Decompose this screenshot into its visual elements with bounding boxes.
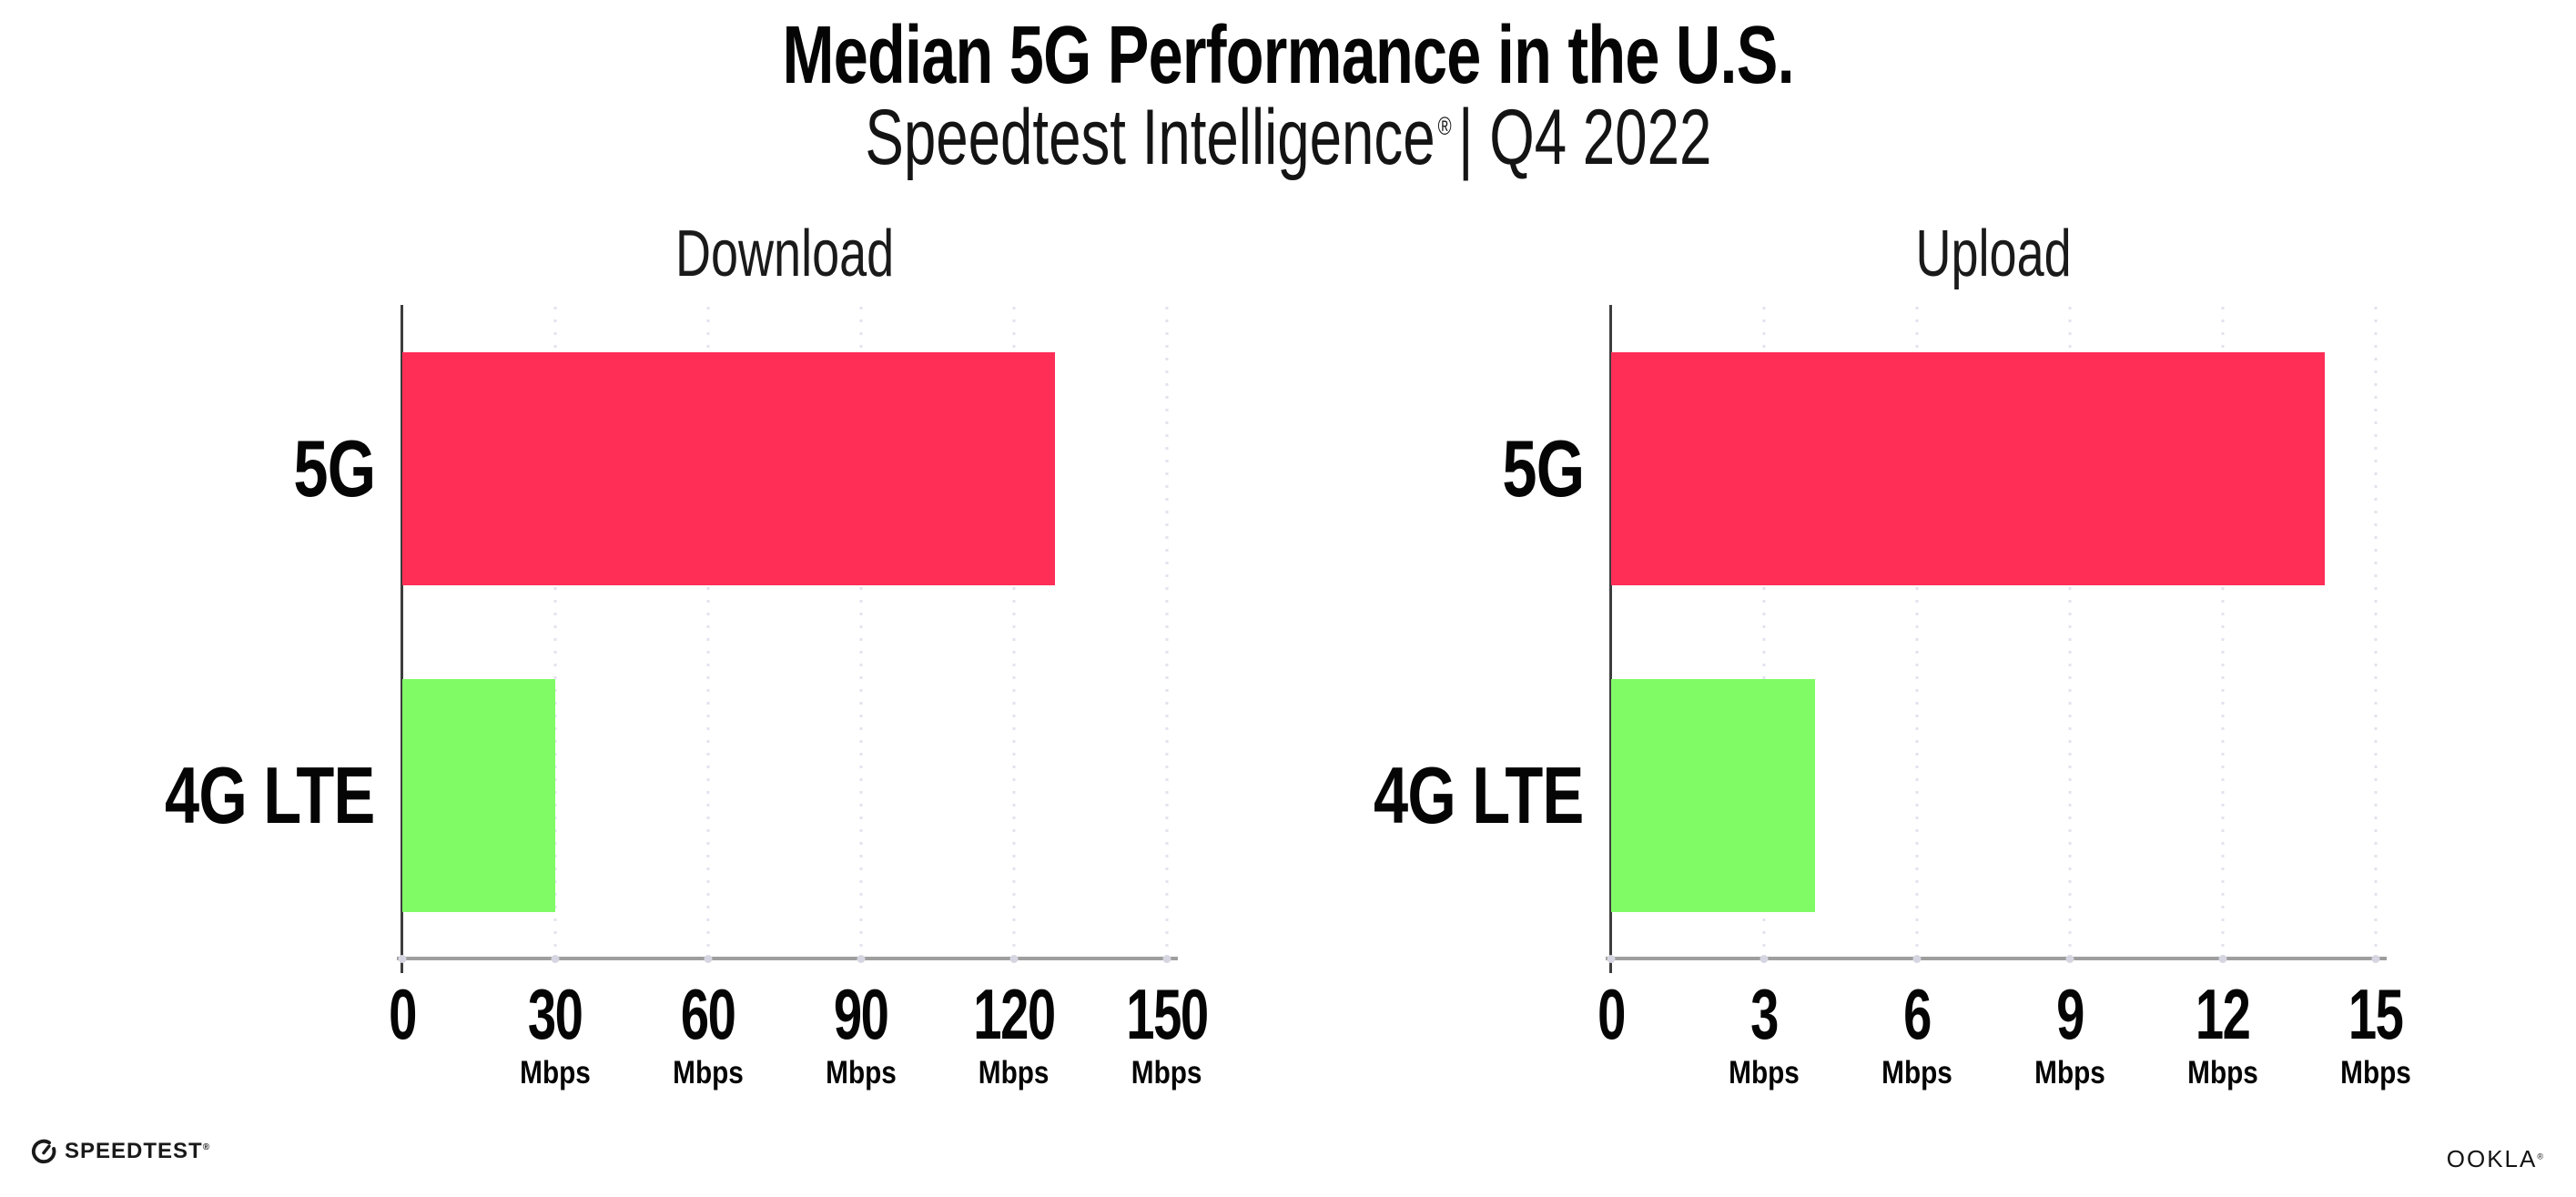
page-subtitle: Speedtest Intelligence ®| Q4 2022 <box>865 93 1711 183</box>
axis-tick-dot-9 <box>2065 955 2074 963</box>
tick-value: 0 <box>389 974 417 1054</box>
axis-tick-dot-0 <box>1607 955 1616 963</box>
x-tick-label-60: 60 Mbps <box>666 974 749 1091</box>
tick-value: 90 <box>834 974 889 1054</box>
download-chart-title: Download <box>674 218 895 290</box>
gridline-120 <box>1012 307 1016 959</box>
x-tick-label-90: 90 Mbps <box>819 974 902 1091</box>
tick-value: 3 <box>1750 974 1779 1054</box>
tick-unit: Mbps <box>2187 1055 2258 1091</box>
download-chart: Download 5G 4G LTE 0 30 Mbps 60 Mbps 90 Mbps 120 M… <box>165 0 1209 1197</box>
speedtest-logo-text: SPEEDTEST® <box>65 1139 210 1163</box>
tick-unit: Mbps <box>1729 1055 1800 1091</box>
x-tick-label-150: 150 Mbps <box>1111 974 1223 1091</box>
gridline-12 <box>2221 307 2225 959</box>
tick-value: 12 <box>2196 974 2251 1054</box>
axis-tick-dot-90 <box>857 955 866 963</box>
bar-4g-lte-download <box>402 678 555 912</box>
speedtest-gauge-icon <box>31 1139 56 1164</box>
upload-plot-area: 5G 4G LTE 0 3 Mbps 6 Mbps 9 Mbps 12 Mbps 15 Mbps <box>1374 305 2411 1090</box>
gridline-150 <box>1165 307 1169 959</box>
gridline-90 <box>859 307 863 959</box>
x-tick-label-30: 30 Mbps <box>513 974 596 1091</box>
x-tick-label-3: 3 Mbps <box>1722 974 1805 1091</box>
x-tick-label-12: 12 Mbps <box>2181 974 2264 1091</box>
bar-5g-download <box>402 351 1055 585</box>
subtitle-period: Q4 2022 <box>1488 94 1711 181</box>
axis-tick-dot-6 <box>1912 955 1922 963</box>
category-label-4g-lte: 4G LTE <box>106 749 375 840</box>
category-label-text: 4G LTE <box>1374 749 1584 840</box>
tick-value: 15 <box>2348 974 2404 1054</box>
upload-chart: Upload 5G 4G LTE 0 3 Mbps 6 Mbps 9 Mbps 12 Mbps 15 M… <box>1374 0 2411 1197</box>
tick-unit: Mbps <box>1131 1055 1202 1091</box>
ookla-logo: OOKLA® <box>2447 1145 2543 1173</box>
tick-unit: Mbps <box>2340 1055 2411 1091</box>
x-tick-label-0: 0 <box>383 974 421 1054</box>
tick-value: 0 <box>1597 974 1626 1054</box>
axis-tick-dot-12 <box>2218 955 2227 963</box>
speedtest-registered-mark: ® <box>202 1142 210 1152</box>
x-tick-label-6: 6 Mbps <box>1875 974 1958 1091</box>
upload-chart-title: Upload <box>1915 218 2072 290</box>
tick-value: 120 <box>973 974 1056 1054</box>
y-axis-line <box>401 305 403 973</box>
axis-tick-dot-3 <box>1760 955 1769 963</box>
category-label-4g-lte: 4G LTE <box>1314 749 1584 840</box>
category-label-text: 4G LTE <box>165 749 375 840</box>
subtitle-divider: | <box>1457 94 1489 181</box>
bar-5g-upload <box>1611 351 2325 585</box>
axis-tick-dot-60 <box>704 955 713 963</box>
axis-tick-dot-150 <box>1162 955 1171 963</box>
subtitle-brand: Speedtest Intelligence <box>865 94 1435 181</box>
axis-tick-dot-0 <box>398 955 407 963</box>
axis-tick-dot-30 <box>551 955 560 963</box>
tick-unit: Mbps <box>673 1055 744 1091</box>
tick-value: 9 <box>2056 974 2084 1054</box>
tick-unit: Mbps <box>2034 1055 2105 1091</box>
bar-4g-lte-upload <box>1611 678 1815 912</box>
y-axis-line <box>1609 305 1612 973</box>
x-tick-label-15: 15 Mbps <box>2334 974 2417 1091</box>
gridline-15 <box>2374 307 2378 959</box>
tick-unit: Mbps <box>1881 1055 1952 1091</box>
category-label-5g: 5G <box>270 422 376 513</box>
x-axis-line <box>397 957 1178 960</box>
download-plot-area: 5G 4G LTE 0 30 Mbps 60 Mbps 90 Mbps 120 Mbps 150 Mbp… <box>165 305 1209 1090</box>
category-label-text: 5G <box>1501 422 1585 513</box>
gridline-30 <box>553 307 557 959</box>
tick-value: 150 <box>1126 974 1209 1054</box>
tick-unit: Mbps <box>826 1055 897 1091</box>
tick-value: 30 <box>528 974 583 1054</box>
gridline-3 <box>1762 307 1766 959</box>
speedtest-logo: SPEEDTEST® <box>31 1139 209 1164</box>
x-axis-line <box>1606 957 2387 960</box>
tick-unit: Mbps <box>979 1055 1050 1091</box>
axis-tick-dot-15 <box>2371 955 2380 963</box>
x-tick-label-9: 9 Mbps <box>2028 974 2111 1091</box>
gridline-9 <box>2068 307 2072 959</box>
x-tick-label-120: 120 Mbps <box>958 974 1070 1091</box>
x-tick-label-0: 0 <box>1592 974 1629 1054</box>
tick-value: 6 <box>1903 974 1932 1054</box>
tick-value: 60 <box>681 974 736 1054</box>
page-title: Median 5G Performance in the U.S. <box>782 10 1794 101</box>
category-label-5g: 5G <box>1479 422 1585 513</box>
tick-unit: Mbps <box>520 1055 591 1091</box>
ookla-registered-mark: ® <box>2537 1151 2543 1161</box>
category-label-text: 5G <box>292 422 376 513</box>
registered-mark-icon: ® <box>1437 112 1452 141</box>
gridline-6 <box>1915 307 1919 959</box>
axis-tick-dot-120 <box>1009 955 1019 963</box>
gridline-60 <box>706 307 710 959</box>
ookla-logo-text: OOKLA® <box>2446 1145 2543 1172</box>
